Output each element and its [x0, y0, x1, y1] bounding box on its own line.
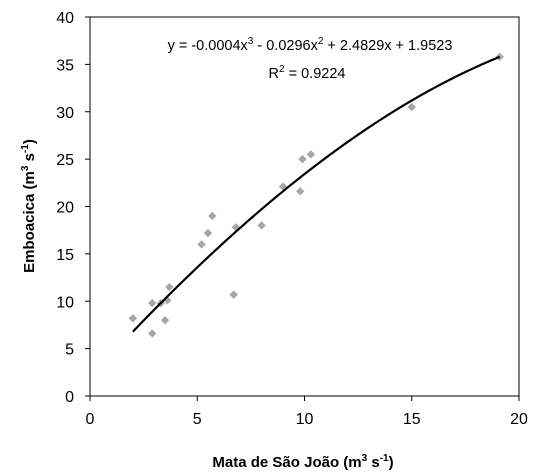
r-squared-label: R2 = 0.9224 — [269, 64, 346, 82]
data-point — [128, 314, 138, 323]
ticks: 0 5 10 15 20 0 5 10 15 20 25 30 35 40 — [56, 10, 528, 428]
y-tick-label: 15 — [56, 247, 74, 264]
equation-sup-2: 2 — [318, 36, 324, 47]
data-point — [306, 150, 316, 159]
data-point — [203, 228, 213, 238]
data-point — [148, 329, 157, 338]
y-tick-label: 5 — [65, 342, 74, 359]
y-tick-label: 30 — [56, 105, 74, 122]
y-tick-label: 0 — [65, 389, 74, 406]
data-point — [208, 211, 217, 221]
equation-label: y = -0.0004x3 - 0.0296x2 + 2.4829x + 1.9… — [168, 36, 453, 54]
y-axis-title: Emboacica (m3 s-1) — [20, 139, 38, 273]
data-point — [197, 240, 206, 249]
x-axis-title: Mata de São João (m3 s-1) — [212, 453, 393, 471]
x-tick-label: 15 — [403, 411, 421, 428]
data-point — [160, 316, 170, 325]
x-tick-label: 20 — [510, 411, 528, 428]
x-tick-label: 10 — [296, 411, 314, 428]
y-tick-label: 25 — [56, 152, 74, 169]
data-point — [257, 221, 266, 230]
trendline-layer — [132, 55, 501, 333]
y-tick-label: 35 — [56, 57, 74, 74]
y-tick-label: 20 — [56, 200, 74, 217]
data-points — [128, 52, 504, 338]
x-tick-label: 0 — [86, 411, 95, 428]
x-tick-label: 5 — [193, 411, 202, 428]
data-point — [296, 187, 305, 196]
data-point — [495, 52, 504, 61]
trendline — [132, 55, 501, 333]
data-point — [148, 298, 157, 308]
equation-sup-3: 3 — [248, 36, 254, 47]
data-point — [407, 102, 416, 112]
data-point — [165, 282, 174, 292]
data-point — [298, 154, 307, 164]
y-tick-label: 10 — [56, 294, 74, 311]
y-tick-label: 40 — [56, 10, 74, 27]
data-point — [229, 290, 238, 299]
